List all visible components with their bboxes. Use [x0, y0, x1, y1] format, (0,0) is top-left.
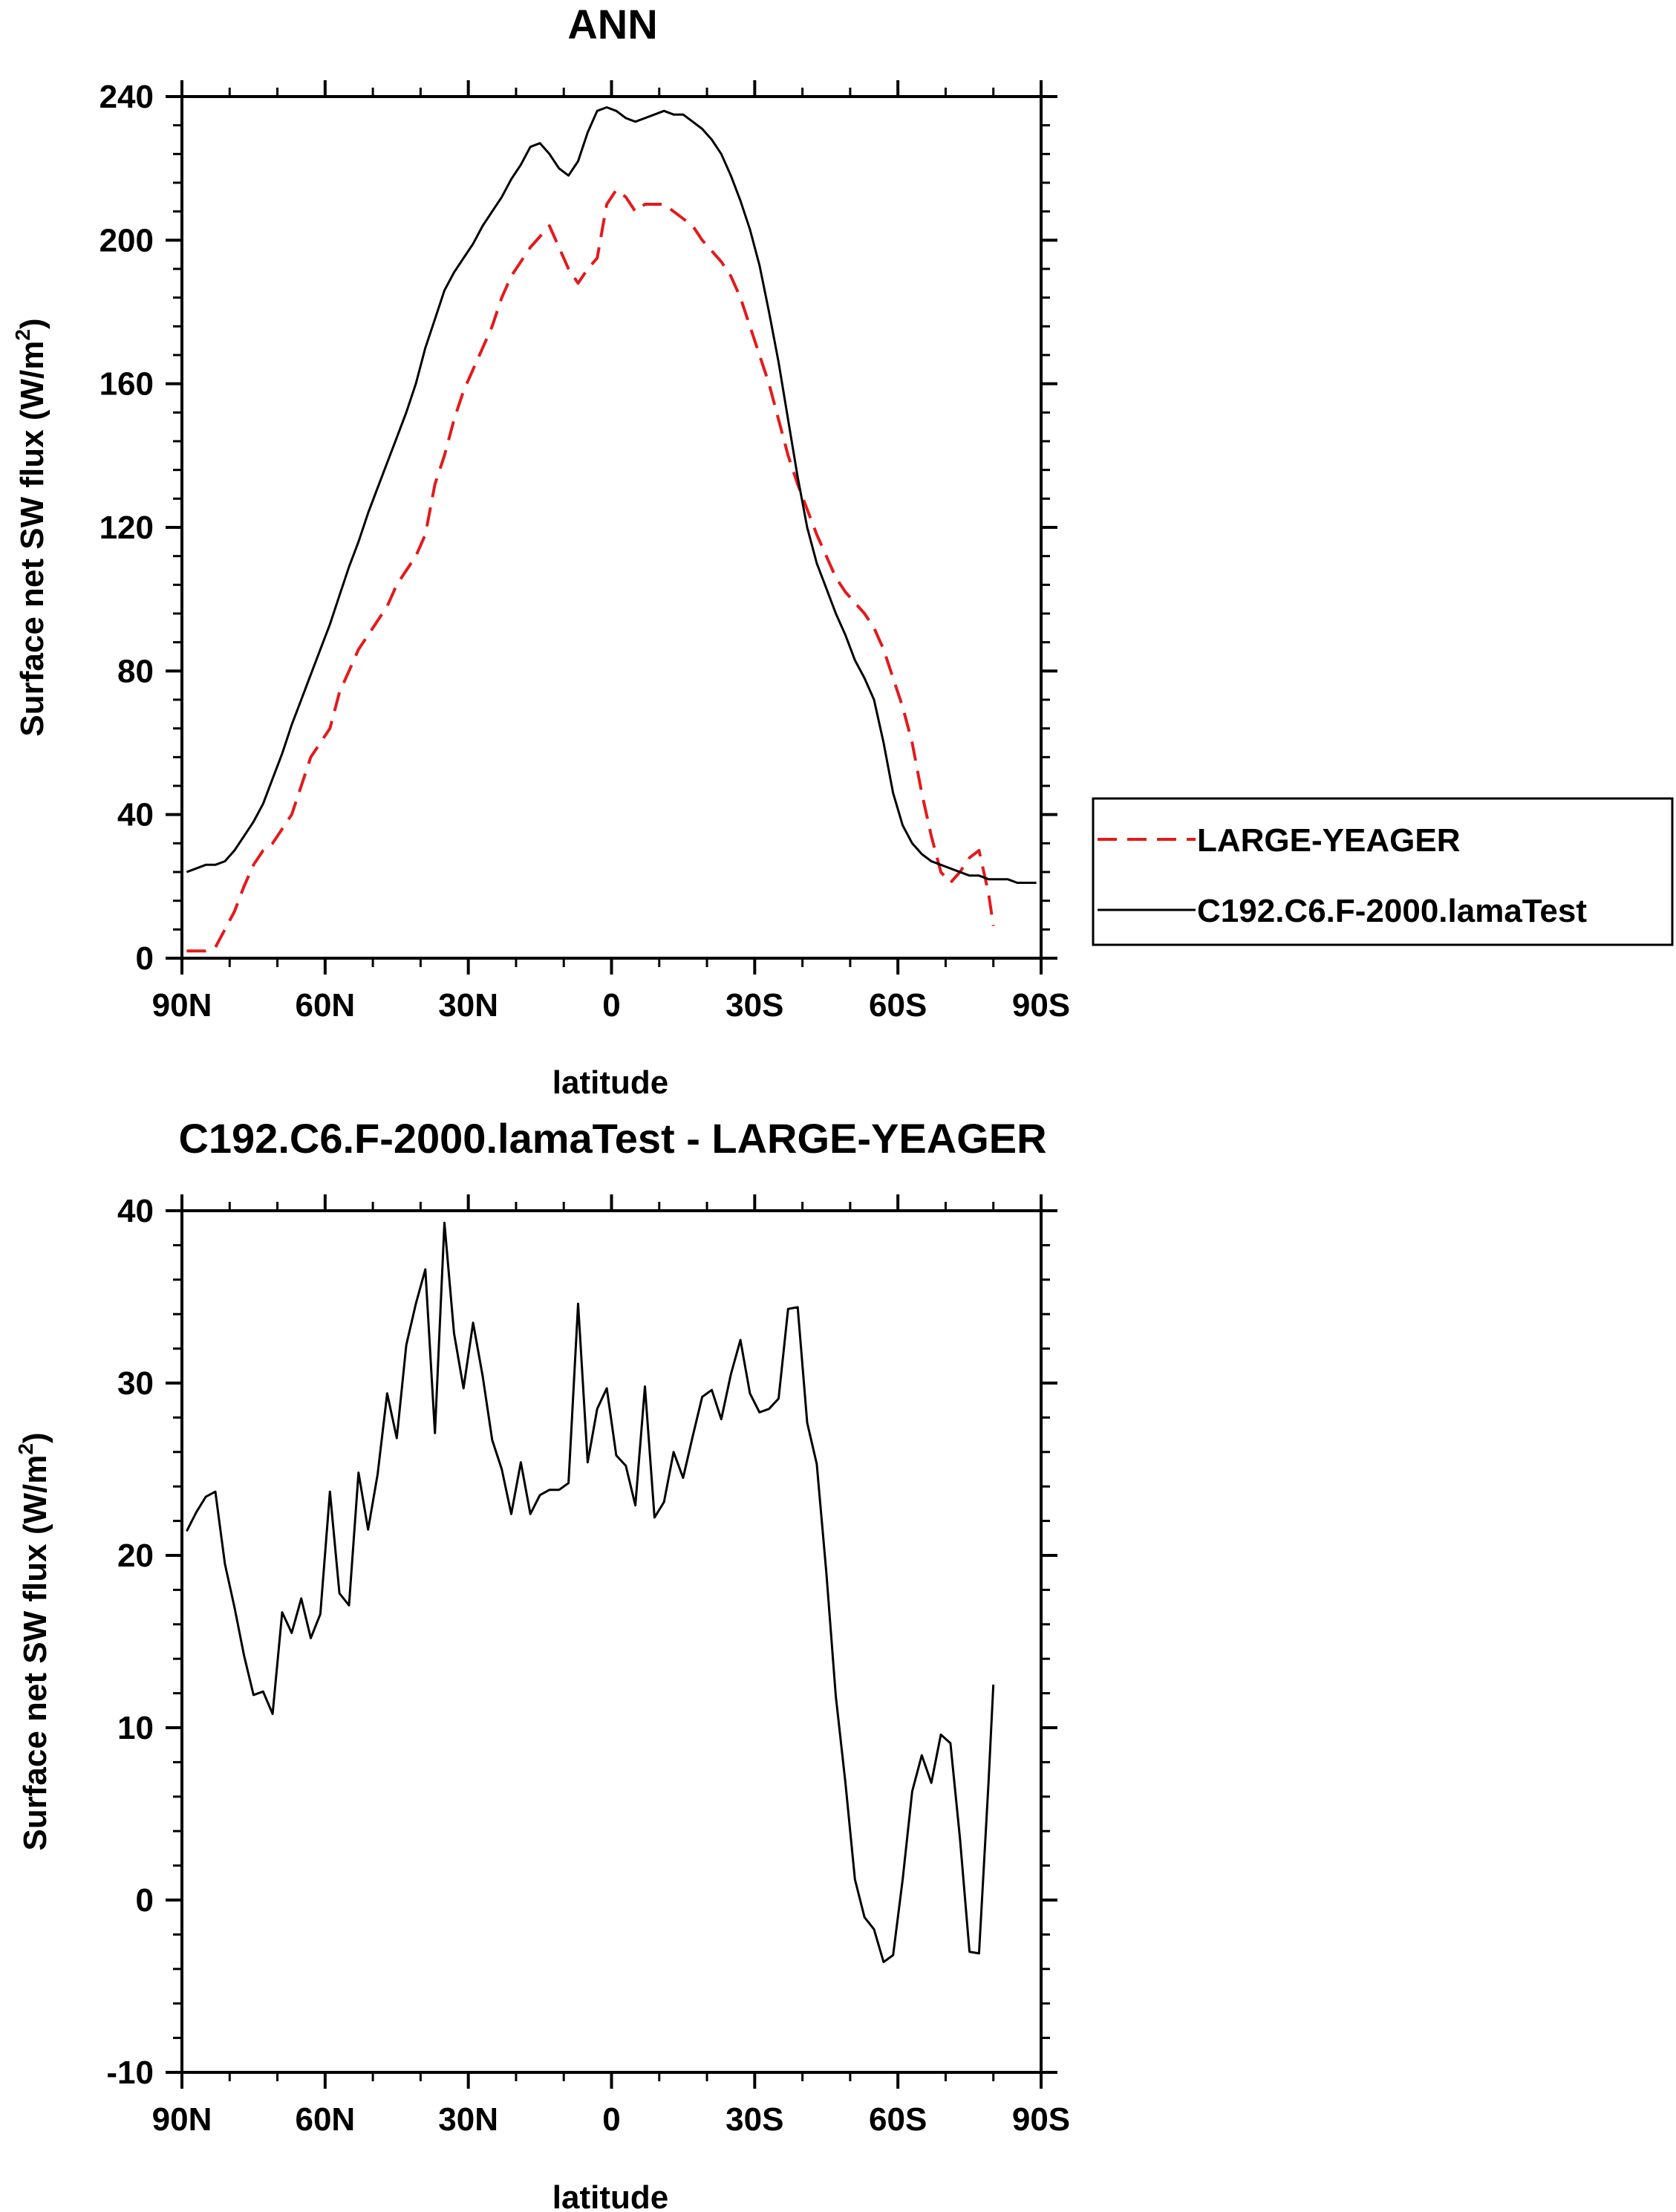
- legend-label-large-yeager: LARGE-YEAGER: [1197, 822, 1460, 859]
- bottom-x-axis-label: latitude: [552, 2179, 668, 2212]
- bottom-y-tick-label: 10: [117, 1710, 154, 1746]
- top-x-tick-label: 30N: [438, 987, 498, 1024]
- top-x-tick-labels: 90N 60N 30N 0 30S 60S 90S: [152, 987, 1071, 1024]
- top-y-axis-label-main: Surface net SW flux (W/m: [14, 341, 50, 737]
- bottom-y-tick-labels: -10 0 10 20 30 40: [106, 1193, 154, 2091]
- bottom-y-tick-label: 20: [117, 1538, 154, 1574]
- legend-label-model: C192.C6.F-2000.lamaTest: [1197, 893, 1587, 929]
- bottom-y-tick-label: 40: [117, 1193, 154, 1229]
- bottom-panel: C192.C6.F-2000.lamaTest - LARGE-YEAGER 9…: [14, 1115, 1070, 2212]
- top-y-axis-label-sup: 2: [11, 329, 34, 341]
- top-y-axis-label: Surface net SW flux (W/m2): [11, 318, 50, 736]
- top-x-axis-label: latitude: [552, 1064, 668, 1101]
- top-x-tick-label: 0: [602, 987, 620, 1024]
- legend-box: [1092, 797, 1674, 946]
- top-series-lines: [186, 106, 1037, 953]
- bottom-series-line-difference: [186, 1221, 995, 1963]
- top-y-tick-label: 160: [100, 366, 154, 403]
- bottom-x-tick-label: 30S: [725, 2101, 783, 2138]
- bottom-series-lines: [186, 1221, 995, 1963]
- legend: LARGE-YEAGER C192.C6.F-2000.lamaTest: [1092, 797, 1674, 946]
- bottom-y-axis-label-main: Surface net SW flux (W/m: [17, 1455, 53, 1851]
- bottom-x-tick-label: 60S: [869, 2101, 927, 2138]
- top-x-tick-label: 30S: [725, 987, 783, 1024]
- bottom-plot-frame: [180, 1209, 1043, 2074]
- top-y-axis-label-close: ): [14, 318, 50, 329]
- bottom-y-tick-label: 30: [117, 1365, 154, 1402]
- bottom-y-tick-label: 0: [136, 1882, 154, 1919]
- top-plot-frame: [180, 95, 1043, 960]
- bottom-x-tick-label: 0: [602, 2101, 620, 2138]
- bottom-x-tick-label: 30N: [438, 2101, 498, 2138]
- bottom-chart-title: C192.C6.F-2000.lamaTest - LARGE-YEAGER: [178, 1115, 1046, 1162]
- top-y-tick-label: 120: [100, 510, 154, 546]
- bottom-x-tick-label: 90S: [1012, 2101, 1070, 2138]
- bottom-x-tick-labels: 90N 60N 30N 0 30S 60S 90S: [152, 2101, 1071, 2138]
- top-x-tick-label: 90S: [1012, 987, 1070, 1024]
- bottom-y-tick-label: -10: [106, 2055, 154, 2091]
- top-y-tick-label: 200: [100, 222, 154, 258]
- top-x-tick-label: 60S: [869, 987, 927, 1024]
- bottom-x-tick-label: 60N: [295, 2101, 355, 2138]
- top-series-line-large-yeager: [186, 188, 995, 953]
- top-x-tick-label: 60N: [295, 987, 355, 1024]
- bottom-y-axis-label-close: ): [17, 1432, 53, 1443]
- bottom-x-tick-label: 90N: [152, 2101, 212, 2138]
- bottom-y-axis-label: Surface net SW flux (W/m2): [14, 1432, 53, 1850]
- top-panel: ANN 90N 60N 30N 0 30S 60S 90S 0 40 80 120 160 200 24…: [11, 1, 1674, 1101]
- top-y-tick-label: 40: [117, 797, 154, 833]
- top-x-tick-label: 90N: [152, 987, 212, 1024]
- top-y-tick-label: 80: [117, 653, 154, 689]
- bottom-y-axis-label-sup: 2: [14, 1443, 37, 1455]
- top-y-tick-labels: 0 40 80 120 160 200 240: [100, 79, 154, 977]
- top-y-tick-label: 0: [136, 940, 154, 977]
- top-series-line-c192-c6-f-2000-lamatest: [186, 106, 1037, 884]
- top-chart-title: ANN: [567, 1, 657, 48]
- top-y-tick-label: 240: [100, 79, 154, 115]
